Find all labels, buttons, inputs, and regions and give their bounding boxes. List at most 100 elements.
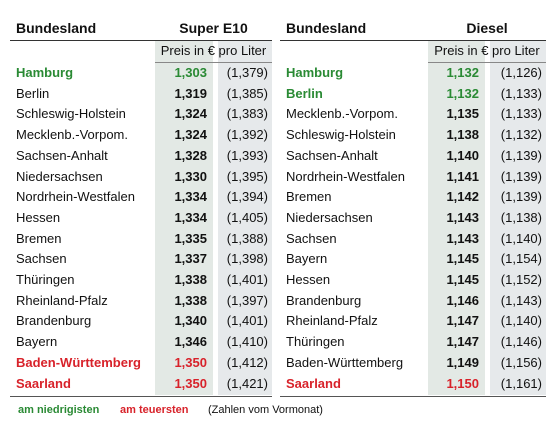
state-name: Rheinland-Pfalz [286,313,378,329]
state-name: Brandenburg [286,292,362,308]
state-name: Sachsen-Anhalt [16,147,108,163]
previous-price: (1,152) [500,272,542,287]
state-name: Saarland [286,375,341,391]
previous-price: (1,139) [500,189,542,205]
state-name: Hessen [286,272,331,287]
subheader-rule [155,62,272,63]
previous-price: (1,394) [226,189,268,205]
price: 1,143 [446,230,479,246]
previous-price: (1,138) [500,209,542,225]
price: 1,141 [446,168,479,184]
state-name: Berlin [286,85,323,101]
previous-price: (1,139) [500,147,542,163]
previous-price: (1,161) [500,375,542,391]
previous-price: (1,405) [226,209,268,225]
legend-low: am niedrigisten [18,404,100,416]
state-name: Brandenburg [16,313,92,329]
price: 1,334 [174,209,207,225]
state-name: Baden-Württemberg [286,354,404,370]
price: 1,340 [174,313,207,329]
state-name: Bayern [16,334,58,350]
subheader: Preis in € pro Liter [434,43,540,58]
previous-price: (1,398) [226,251,268,267]
column-header: Bundesland [16,20,97,36]
previous-price: (1,392) [226,127,268,143]
state-name: Sachsen [16,251,67,267]
previous-price: (1,401) [226,313,268,329]
price: 1,346 [174,334,207,350]
previous-price: (1,154) [500,251,542,267]
legend-high: am teuersten [120,404,189,416]
header-rule [10,40,272,41]
state-name: Mecklenb.-Vorpom. [286,106,398,122]
price: 1,147 [446,334,479,350]
price: 1,138 [446,127,479,143]
price: 1,140 [446,147,479,163]
state-name: Hamburg [16,65,74,80]
previous-price: (1,132) [500,127,542,143]
prev-column [490,40,546,396]
bottom-rule [10,396,272,398]
price: 1,303 [174,65,207,80]
price: 1,335 [174,230,207,246]
state-name: Schleswig-Holstein [16,106,126,122]
state-name: Sachsen [286,230,337,246]
price: 1,350 [174,354,207,370]
state-name: Bremen [16,230,62,246]
price: 1,324 [174,127,207,143]
price: 1,142 [446,189,479,205]
previous-price: (1,395) [226,168,268,184]
previous-price: (1,126) [500,65,542,80]
price: 1,337 [174,251,207,267]
state-name: Rheinland-Pfalz [16,292,108,308]
price: 1,132 [446,85,479,101]
price: 1,145 [446,251,479,267]
price: 1,145 [446,272,479,287]
previous-price: (1,385) [226,85,268,101]
price: 1,328 [174,147,207,163]
price: 1,146 [446,292,479,308]
price: 1,147 [446,313,479,329]
prev-column [218,40,272,396]
column-header: Bundesland [286,20,367,36]
price: 1,143 [446,209,479,225]
header-rule [280,40,546,41]
previous-price: (1,410) [226,334,268,350]
state-name: Hamburg [286,65,344,80]
previous-price: (1,156) [500,354,542,370]
previous-price: (1,140) [500,230,542,246]
subheader: Preis in € pro Liter [160,43,267,58]
price: 1,149 [446,354,479,370]
legend-note: (Zahlen vom Vormonat) [208,404,323,416]
price: 1,338 [174,272,207,287]
state-name: Baden-Württemberg [16,354,141,370]
price-column [155,40,213,396]
previous-price: (1,143) [500,292,542,308]
previous-price: (1,139) [500,168,542,184]
previous-price: (1,383) [226,106,268,122]
state-name: Bremen [286,189,332,205]
previous-price: (1,401) [226,272,268,287]
price: 1,324 [174,106,207,122]
price: 1,334 [174,189,207,205]
previous-price: (1,397) [226,292,268,308]
previous-price: (1,412) [226,354,268,370]
price: 1,330 [174,168,207,184]
state-name: Berlin [16,85,50,101]
state-name: Schleswig-Holstein [286,127,396,143]
previous-price: (1,393) [226,147,268,163]
previous-price: (1,146) [500,334,542,350]
previous-price: (1,133) [500,85,542,101]
price: 1,135 [446,106,479,122]
column-title: Super E10 [179,20,248,36]
price: 1,350 [174,375,207,391]
price: 1,319 [174,85,207,101]
price-column [428,40,485,396]
state-name: Niedersachsen [16,168,103,184]
previous-price: (1,388) [226,230,268,246]
state-name: Mecklenb.-Vorpom. [16,127,128,143]
previous-price: (1,133) [500,106,542,122]
previous-price: (1,140) [500,313,542,329]
state-name: Bayern [286,251,328,267]
